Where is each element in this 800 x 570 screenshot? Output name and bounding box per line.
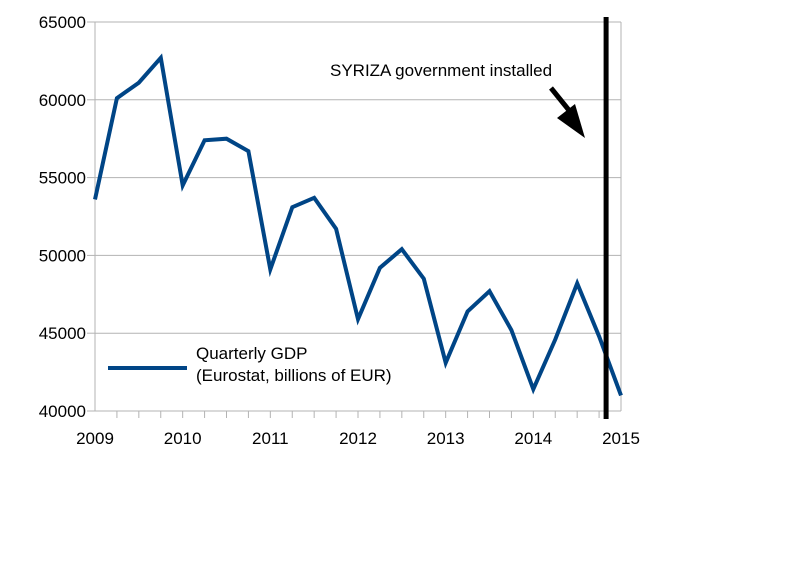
y-tick-label: 40000: [39, 402, 86, 421]
annotation-label: SYRIZA government installed: [330, 61, 552, 80]
x-tick-label: 2012: [339, 429, 377, 448]
series-line-quarterly-gdp: [93, 53, 623, 397]
annotation-arrow-head: [557, 104, 585, 138]
gridlines: [95, 21, 621, 412]
legend: Quarterly GDP (Eurostat, billions of EUR…: [108, 344, 392, 385]
series-lines: [93, 53, 623, 397]
y-tick-label: 50000: [39, 246, 86, 265]
y-tick-label: 45000: [39, 324, 86, 343]
x-tick-label: 2013: [427, 429, 465, 448]
y-tick-label: 60000: [39, 91, 86, 110]
y-tick-label: 55000: [39, 169, 86, 188]
x-tick-label: 2009: [76, 429, 114, 448]
x-tick-label: 2014: [514, 429, 552, 448]
y-tick-label: 65000: [39, 13, 86, 32]
x-tick-label: 2015: [602, 429, 640, 448]
legend-label-line-1: Quarterly GDP: [196, 344, 307, 363]
x-tick-label: 2010: [164, 429, 202, 448]
y-tick-labels: 40000 45000 50000 55000 60000 65000: [39, 13, 86, 421]
legend-label-line-2: (Eurostat, billions of EUR): [196, 366, 392, 385]
axes: [87, 21, 622, 418]
x-tick-labels: 2009 2010 2011 2012 2013 2014 2015: [76, 429, 640, 448]
x-tick-label: 2011: [252, 429, 289, 448]
annotation: SYRIZA government installed: [330, 17, 609, 419]
